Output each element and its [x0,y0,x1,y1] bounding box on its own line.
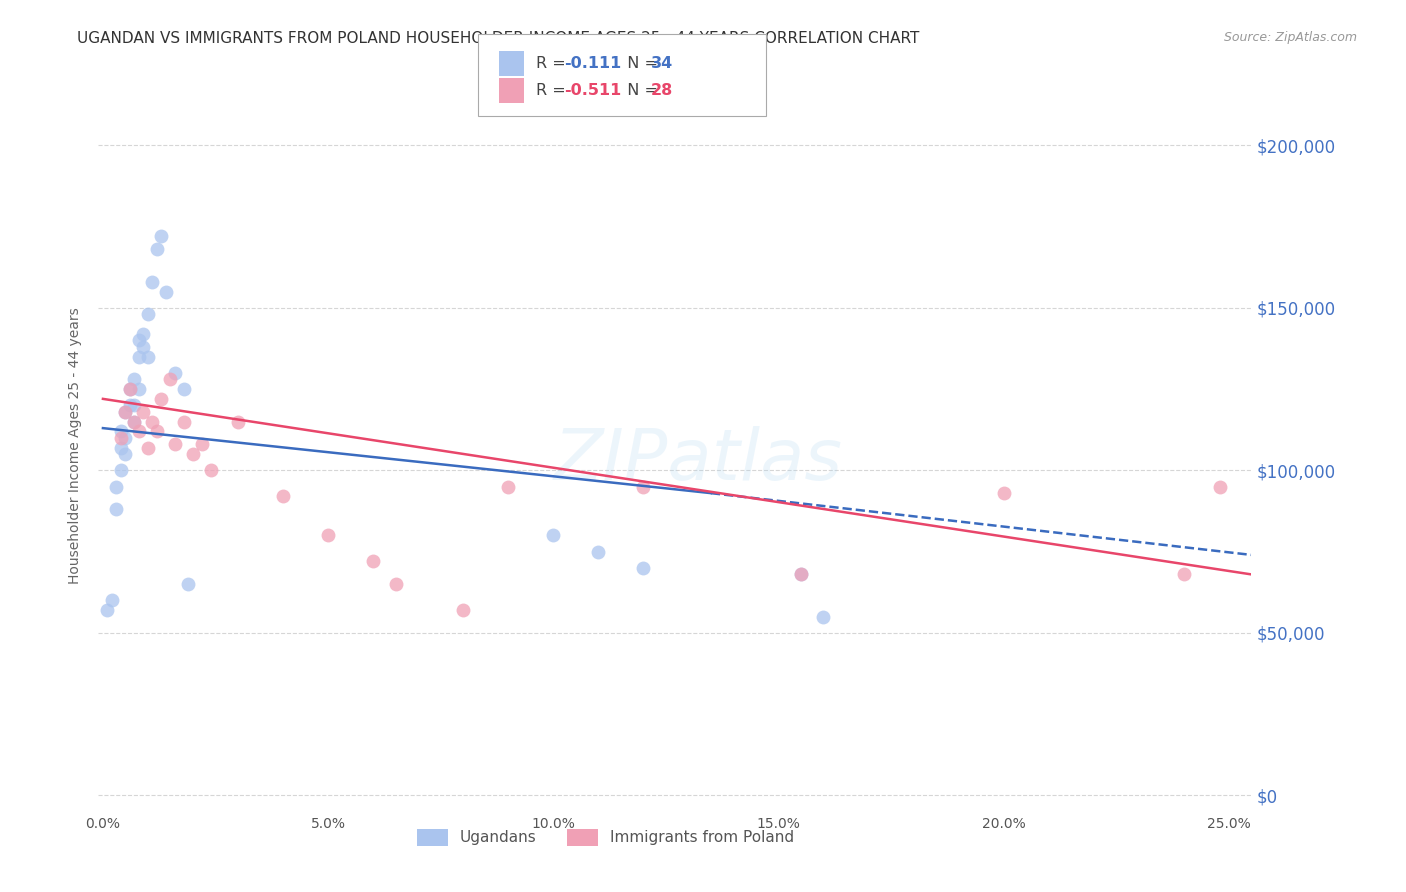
Point [110,441,132,455]
Text: N =: N = [617,83,664,97]
Point [110,431,132,445]
Point [633,561,655,575]
Point [114,405,136,419]
Point [118,398,141,412]
Point [316,528,339,542]
Text: 34: 34 [651,56,673,70]
Point [361,554,384,568]
Point [101,593,124,607]
Point [496,480,519,494]
Point [155,285,177,299]
Point [110,463,132,477]
Legend: Ugandans, Immigrants from Poland: Ugandans, Immigrants from Poland [411,822,800,852]
Point [384,577,406,591]
Point [114,447,136,461]
Point [132,340,155,354]
Point [633,480,655,494]
Point [124,398,146,412]
Point [181,447,204,461]
Point [136,350,159,364]
Point [163,437,186,451]
Point [790,567,813,582]
Point [124,415,146,429]
Point [200,463,222,477]
Text: UGANDAN VS IMMIGRANTS FROM POLAND HOUSEHOLDER INCOME AGES 25 - 44 YEARS CORRELAT: UGANDAN VS IMMIGRANTS FROM POLAND HOUSEH… [77,31,920,46]
Point [543,528,565,542]
Point [813,609,835,624]
Point [118,382,141,396]
Point [128,334,150,348]
Point [159,372,181,386]
Point [1209,480,1232,494]
Point [110,425,132,439]
Point [993,486,1015,500]
Point [132,326,155,341]
Point [163,366,186,380]
Point [114,405,136,419]
Point [191,437,214,451]
Point [128,425,150,439]
Text: ZIPatlas: ZIPatlas [554,426,842,495]
Point [132,405,155,419]
Point [1173,567,1195,582]
Point [146,425,169,439]
Text: -0.511: -0.511 [564,83,621,97]
Text: R =: R = [536,56,571,70]
Point [105,502,128,516]
Point [588,544,610,558]
Point [141,415,163,429]
Y-axis label: Householder Income Ages 25 - 44 years: Householder Income Ages 25 - 44 years [69,308,83,584]
Point [124,415,146,429]
Point [177,577,200,591]
Point [105,480,128,494]
Point [271,489,294,503]
Point [173,382,195,396]
Point [114,431,136,445]
Point [128,350,150,364]
Text: Source: ZipAtlas.com: Source: ZipAtlas.com [1223,31,1357,45]
Text: -0.111: -0.111 [564,56,621,70]
Point [790,567,813,582]
Point [136,307,159,321]
Point [451,603,474,617]
Point [124,372,146,386]
Point [226,415,249,429]
Point [173,415,195,429]
Point [141,275,163,289]
Text: 28: 28 [651,83,673,97]
Point [150,229,173,244]
Point [96,603,118,617]
Point [146,243,169,257]
Point [118,382,141,396]
Point [136,441,159,455]
Point [150,392,173,406]
Point [128,382,150,396]
Text: N =: N = [617,56,664,70]
Text: R =: R = [536,83,571,97]
